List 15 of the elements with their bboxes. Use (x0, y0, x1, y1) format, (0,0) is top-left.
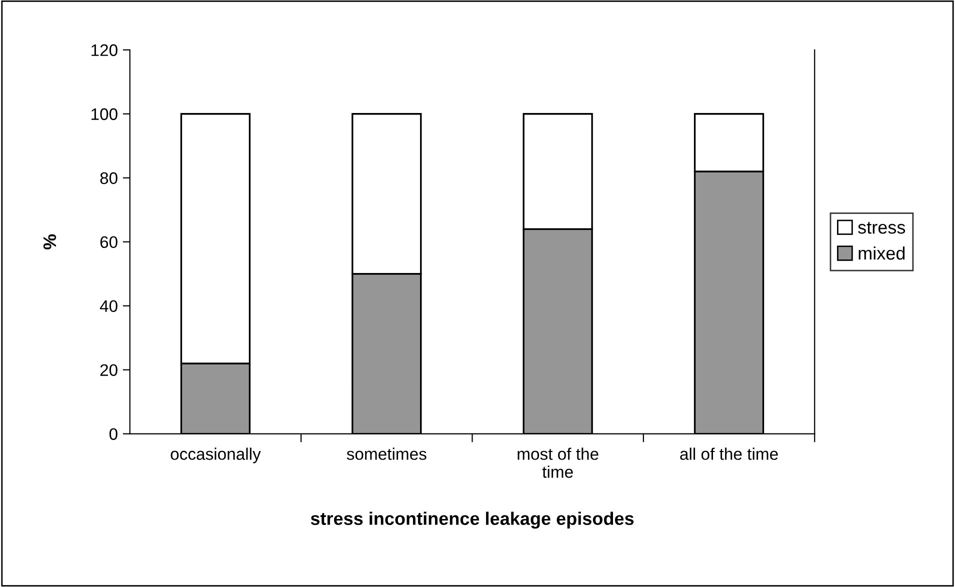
y-tick-label: 80 (100, 172, 118, 184)
legend-label: stress (858, 222, 906, 234)
legend-label: mixed (858, 246, 905, 260)
y-tick-label: 20 (100, 364, 118, 376)
y-tick-label: 0 (109, 428, 118, 440)
x-tick-label: most of the time (518, 448, 598, 478)
y-tick-label: 60 (100, 236, 118, 248)
y-axis-title: % (43, 234, 56, 250)
y-tick-label: 100 (92, 108, 118, 120)
x-tick-label: sometimes (346, 448, 426, 460)
y-tick-label: 120 (92, 44, 118, 56)
y-tick-label: 40 (100, 300, 118, 312)
x-axis-title: stress incontinence leakage episodes (310, 512, 634, 529)
x-tick-label: all of the time (680, 448, 778, 460)
x-tick-label: occasionally (170, 448, 261, 464)
